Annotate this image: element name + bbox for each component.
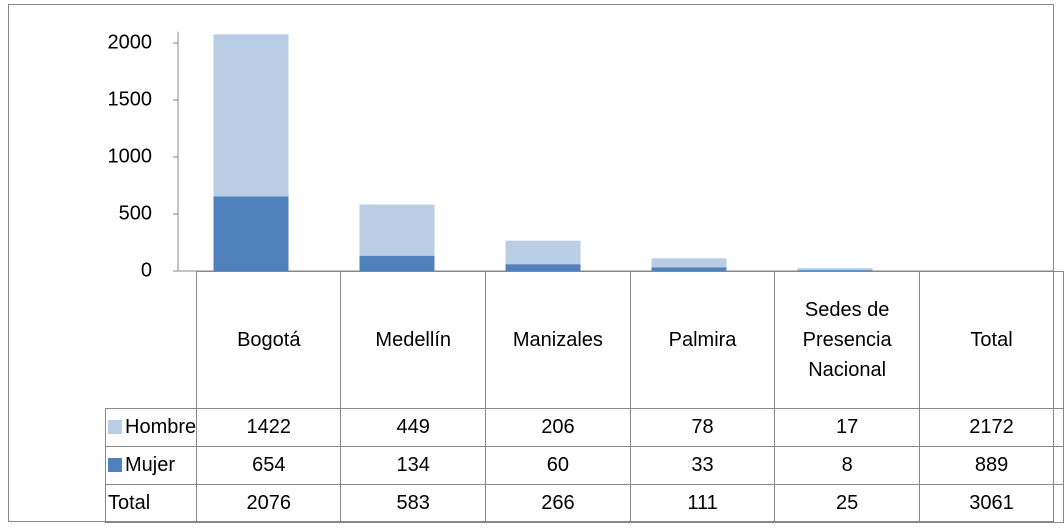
table-value: 266 <box>484 484 631 523</box>
series-row: Hombre 1422 449 206 78 17 2172 <box>104 408 1064 447</box>
category-label: Manizales <box>484 271 631 409</box>
y-tick-label: 0 <box>141 259 152 281</box>
table-value: 2076 <box>196 484 342 523</box>
header-row: Bogotá Medellín Manizales Palmira Sedes de P… <box>105 271 1064 409</box>
category-label: Total <box>919 271 1064 409</box>
legend-label: Hombre <box>125 416 197 438</box>
bar <box>797 270 873 271</box>
blank-cell <box>105 271 198 409</box>
y-tick-label: 2000 <box>108 31 153 53</box>
category-label: Palmira <box>629 271 776 409</box>
legend-key <box>108 458 122 472</box>
bar <box>359 255 435 271</box>
legend-key <box>108 420 122 434</box>
y-tick-label: 1000 <box>108 145 153 167</box>
y-tick-label: 1500 <box>108 88 153 110</box>
category-label: Medellín <box>340 271 486 409</box>
bar <box>505 240 581 265</box>
table-value: 134 <box>340 446 486 485</box>
table-value: 25 <box>774 484 921 523</box>
series-row: Mujer 654 134 60 33 8 889 <box>104 446 1064 485</box>
bar <box>797 268 873 271</box>
bar <box>651 258 727 268</box>
legend-label: Mujer <box>125 454 176 476</box>
bar <box>651 267 727 271</box>
table-value: 17 <box>774 408 921 447</box>
table-value: 78 <box>629 408 776 447</box>
table-value: 654 <box>196 446 342 485</box>
table-value: 111 <box>629 484 776 523</box>
data-table: Bogotá Medellín Manizales Palmira Sedes de P… <box>104 271 1064 523</box>
table-value: 33 <box>629 446 776 485</box>
table-value: 3061 <box>919 484 1064 523</box>
table-value: 583 <box>340 484 486 523</box>
bar <box>213 196 289 271</box>
table-value: 206 <box>484 408 631 447</box>
bar <box>213 34 289 197</box>
bar <box>359 204 435 256</box>
category-label: Bogotá <box>196 271 342 409</box>
table-value: 889 <box>919 446 1064 485</box>
table-value: 1422 <box>196 408 342 447</box>
legend-cell: Mujer <box>104 446 198 485</box>
bar <box>505 264 581 271</box>
legend-cell: Total <box>104 484 198 523</box>
series-row: Total 2076 583 266 111 25 3061 <box>104 484 1064 523</box>
table-value: 449 <box>340 408 486 447</box>
legend-label: Total <box>108 492 151 514</box>
table-value: 8 <box>774 446 921 485</box>
y-tick-label: 500 <box>119 202 152 224</box>
legend-cell: Hombre <box>104 408 198 447</box>
table-value: 60 <box>484 446 631 485</box>
category-label: Sedes de Presencia Nacional <box>774 271 921 409</box>
table-value: 2172 <box>919 408 1064 447</box>
